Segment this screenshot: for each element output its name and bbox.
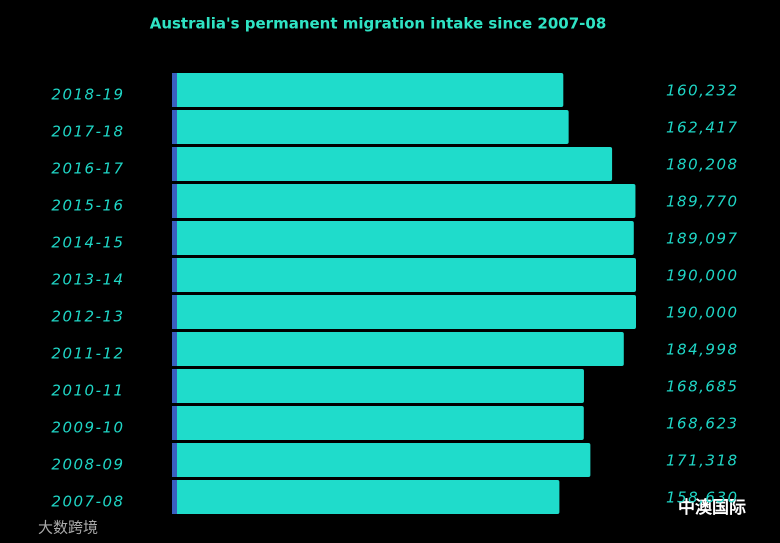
category-label: 2008-09 — [51, 456, 124, 474]
bar-edge — [172, 443, 177, 477]
bar — [172, 258, 636, 292]
bar-edge — [172, 258, 177, 292]
bar-edge — [172, 406, 177, 440]
category-label: 2011-12 — [51, 345, 124, 363]
bar-edge — [172, 295, 177, 329]
chart-title: Australia's permanent migration intake s… — [150, 15, 607, 33]
bar — [172, 147, 613, 181]
value-label: 160,232 — [666, 82, 739, 100]
bar — [172, 221, 634, 255]
category-label: 2018-19 — [51, 86, 124, 104]
value-label: 171,318 — [666, 452, 739, 470]
bar-edge — [172, 73, 177, 107]
bar-edge — [172, 184, 177, 218]
watermark: 中澳国际 — [678, 497, 746, 518]
category-label: 2017-18 — [51, 123, 124, 141]
category-label: 2014-15 — [51, 234, 124, 252]
value-label: 189,097 — [666, 230, 739, 248]
watermark: 大数跨境 — [38, 519, 98, 537]
value-label: 190,000 — [666, 304, 739, 322]
bar — [172, 184, 636, 218]
bar-edge — [172, 480, 177, 514]
bar — [172, 406, 584, 440]
bar — [172, 110, 569, 144]
value-label: 168,623 — [666, 415, 739, 433]
category-label: 2010-11 — [51, 382, 124, 400]
category-label: 2007-08 — [51, 493, 124, 511]
bar — [172, 295, 636, 329]
category-label: 2016-17 — [51, 160, 124, 178]
value-label: 189,770 — [666, 193, 739, 211]
category-label: 2015-16 — [51, 197, 124, 215]
category-label: 2009-10 — [51, 419, 124, 437]
bar-edge — [172, 110, 177, 144]
bar-edge — [172, 332, 177, 366]
value-label: 190,000 — [666, 267, 739, 285]
value-label: 158,630 — [666, 489, 739, 507]
bar-edge — [172, 221, 177, 255]
value-label: 168,685 — [666, 378, 739, 396]
bar-edge — [172, 369, 177, 403]
bar — [172, 443, 591, 477]
bar — [172, 73, 564, 107]
value-label: 162,417 — [666, 119, 739, 137]
value-label: 180,208 — [666, 156, 739, 174]
bar — [172, 332, 624, 366]
value-label: 184,998 — [666, 341, 739, 359]
bar-edge — [172, 147, 177, 181]
bar — [172, 480, 560, 514]
bar — [172, 369, 584, 403]
category-label: 2013-14 — [51, 271, 124, 289]
category-label: 2012-13 — [51, 308, 124, 326]
